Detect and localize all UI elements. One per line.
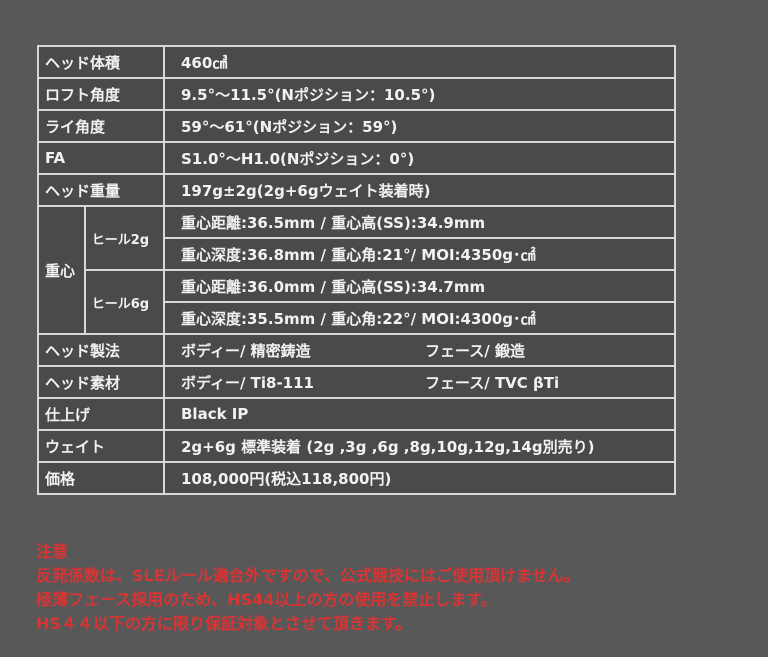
row-value: ボディー/ Ti8-111 フェース/ TVC βTi [163,365,676,399]
row-value: 9.5°〜11.5°(Nポジション：10.5°) [163,77,676,111]
row-label: FA [37,141,165,175]
row-label: ロフト角度 [37,77,165,111]
table-row: ライ角度 59°〜61°(Nポジション：59°) [37,109,676,143]
table-row: 重心 ヒール2g 重心距離:36.5mm / 重心高(SS):34.9mm [37,205,676,335]
table-row: ヘッド製法 ボディー/ 精密鋳造 フェース/ 鍛造 [37,333,676,367]
row-value: 108,000円(税込118,800円) [163,461,676,495]
table-row: ロフト角度 9.5°〜11.5°(Nポジション：10.5°) [37,77,676,111]
row-label: ヘッド素材 [37,365,165,399]
table-row: ヘッド重量 197g±2g(2g+6gウェイト装着時) [37,173,676,207]
table-row: ヘッド素材 ボディー/ Ti8-111 フェース/ TVC βTi [37,365,676,399]
row-label: ヘッド体積 [37,45,165,79]
cg-line: 重心距離:36.0mm / 重心高(SS):34.7mm [163,269,676,303]
row-value: 2g+6g 標準装着 (2g ,3g ,6g ,8g,10g,12g,14g別売… [163,429,676,463]
row-label: ヘッド重量 [37,173,165,207]
table-row: ヘッド体積 460㎤ [37,45,676,79]
row-value: S1.0°〜H1.0(Nポジション：0°) [163,141,676,175]
row-value: ボディー/ 精密鋳造 フェース/ 鍛造 [163,333,676,367]
cg-line: 重心距離:36.5mm / 重心高(SS):34.9mm [163,205,676,239]
cg-label: 重心 [37,205,86,335]
face-value: フェース/ TVC βTi [425,373,560,392]
row-label: ヘッド製法 [37,333,165,367]
row-label: ウェイト [37,429,165,463]
cg-group-label: ヒール2g [83,205,166,271]
table-row: 仕上げ Black IP [37,397,676,431]
row-value: 460㎤ [163,45,676,79]
caution-line: HS４４以下の方に限り保証対象とさせて頂きます。 [36,614,412,633]
body-value: ボディー/ 精密鋳造 [181,341,311,360]
face-value: フェース/ 鍛造 [425,341,525,360]
row-label: ライ角度 [37,109,165,143]
table-row: ヒール6g 重心距離:36.0mm / 重心高(SS):34.7mm [38,269,676,335]
table-row: ウェイト 2g+6g 標準装着 (2g ,3g ,6g ,8g,10g,12g,1… [37,429,676,463]
row-label: 価格 [37,461,165,495]
cg-line: 重心深度:35.5mm / 重心角:22°/ MOI:4300g･㎠ [163,301,676,335]
caution-title: 注意 [36,542,69,561]
row-label: 仕上げ [37,397,165,431]
cg-line: 重心深度:36.8mm / 重心角:21°/ MOI:4350g･㎠ [163,237,676,271]
table-row: 価格 108,000円(税込118,800円) [37,461,676,495]
table-row: 重心深度:35.5mm / 重心角:22°/ MOI:4300g･㎠ [38,301,676,335]
cg-group-label: ヒール6g [83,269,166,335]
caution-line: 反発係数は、SLEルール適合外ですので、公式競技にはご使用頂けません。 [36,566,580,585]
row-value: Black IP [163,397,676,431]
spec-table: ヘッド体積 460㎤ ロフト角度 9.5°〜11.5°(Nポジション：10.5°) … [37,45,676,495]
row-value: 197g±2g(2g+6gウェイト装着時) [163,173,676,207]
table-row: 重心深度:36.8mm / 重心角:21°/ MOI:4350g･㎠ [38,237,676,271]
row-value: 59°〜61°(Nポジション：59°) [163,109,676,143]
caution-notes: 注意 反発係数は、SLEルール適合外ですので、公式競技にはご使用頂けません。 極… [36,540,580,636]
caution-line: 極薄フェース採用のため、HS44以上の方の使用を禁止します。 [36,590,497,609]
body-value: ボディー/ Ti8-111 [181,373,314,392]
table-row: FA S1.0°〜H1.0(Nポジション：0°) [37,141,676,175]
